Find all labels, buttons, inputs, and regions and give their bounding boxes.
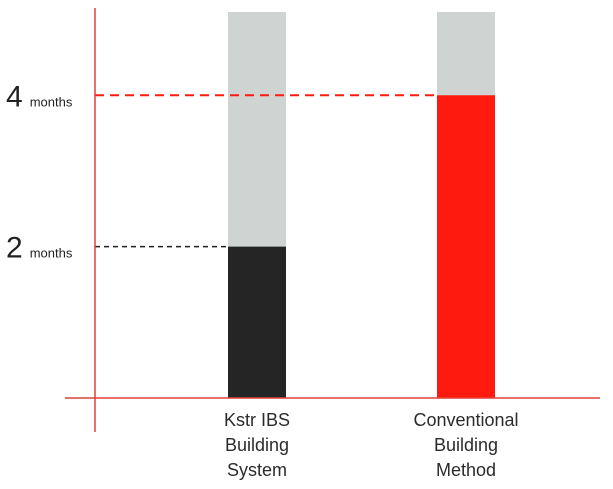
- category-label-line: Building: [434, 435, 498, 455]
- bar-1: [228, 246, 286, 398]
- category-label-line: System: [227, 460, 287, 480]
- guide-lines: [95, 94, 437, 248]
- y-tick-label-2: 4 months: [6, 80, 73, 113]
- y-tick-label-1: 2 months: [6, 232, 73, 265]
- category-label-line: Building: [225, 435, 289, 455]
- category-label-line: Method: [436, 460, 496, 480]
- bars: [228, 95, 495, 398]
- y-tick-number: 4: [6, 80, 23, 113]
- y-tick-labels: 2 months 4 months: [6, 80, 73, 264]
- category-label-2: Conventional Building Method: [413, 410, 518, 480]
- bar-2: [437, 95, 495, 398]
- category-label-line: Kstr IBS: [224, 410, 290, 430]
- x-category-labels: Kstr IBS Building System Conventional Buildi…: [224, 410, 519, 480]
- y-tick-unit: months: [30, 246, 73, 261]
- y-tick-number: 2: [6, 232, 23, 265]
- category-label-line: Conventional: [413, 410, 518, 430]
- y-tick-unit: months: [30, 94, 73, 109]
- category-label-1: Kstr IBS Building System: [224, 410, 290, 480]
